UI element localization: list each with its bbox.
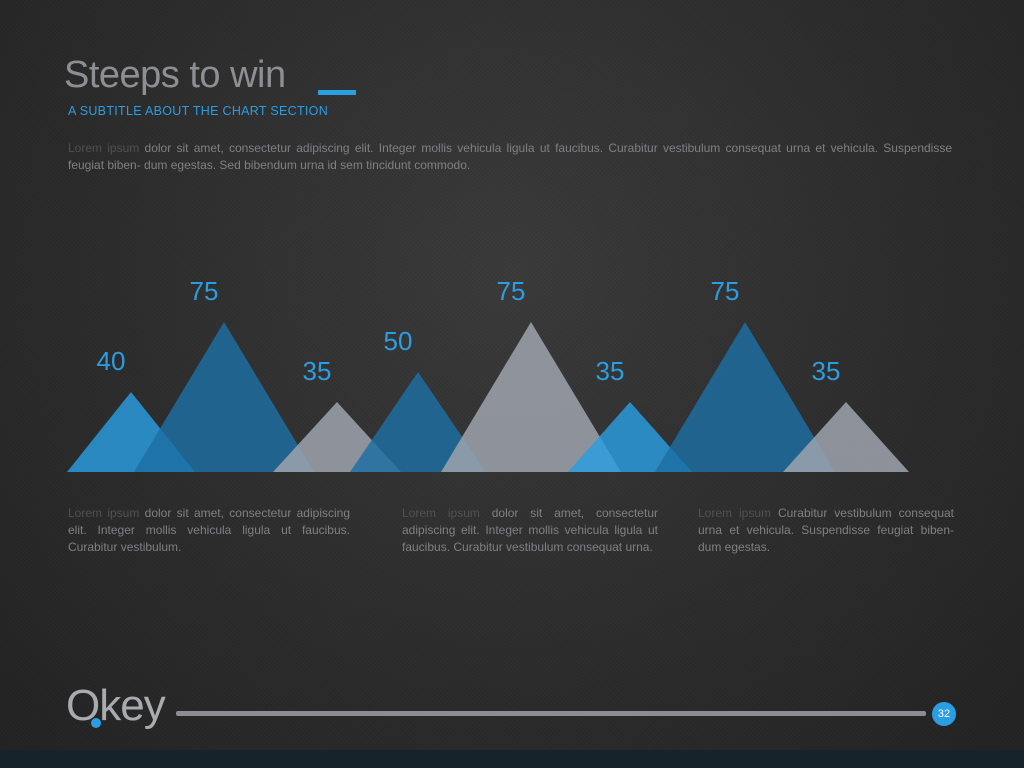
- intro-paragraph: Lorem ipsum dolor sit amet, consectetur …: [68, 140, 952, 174]
- column-text-3: Lorem ipsum Curabitur vestibulum consequ…: [698, 505, 954, 556]
- page-number-badge: 32: [932, 702, 956, 726]
- mountain-chart: 40 75 35 50 75 35 75 35: [67, 276, 909, 472]
- intro-text: dolor sit amet, consectetur adipiscing e…: [68, 141, 953, 172]
- bottom-bar: [0, 750, 1024, 768]
- peak-value-label-4: 50: [384, 326, 413, 356]
- peak-value-label-2: 75: [190, 276, 219, 306]
- mountain-peak-7: [655, 322, 835, 472]
- peak-value-label-5: 75: [497, 276, 526, 306]
- page-title: Steeps to win: [64, 54, 286, 96]
- mountain-peak-8: [783, 402, 909, 472]
- column-2-text: dolor sit amet, consectetur adipiscing e…: [402, 506, 658, 554]
- peak-value-label-8: 35: [812, 356, 841, 386]
- peak-value-label-6: 35: [596, 356, 625, 386]
- peak-value-label-1: 40: [97, 346, 126, 376]
- peak-value-label-7: 75: [711, 276, 740, 306]
- drop-dot-icon: [91, 718, 101, 728]
- column-text-2: Lorem ipsum dolor sit amet, consectetur …: [402, 505, 658, 556]
- mountain-peak-6: [568, 402, 692, 472]
- page-subtitle: A SUBTITLE ABOUT THE CHART SECTION: [68, 104, 329, 118]
- intro-highlight: Lorem ipsum: [68, 141, 140, 155]
- column-1-text: dolor sit amet, consectetur adipiscing e…: [68, 506, 351, 554]
- column-3-highlight: Lorem ipsum: [698, 506, 771, 520]
- mountain-peak-2: [134, 322, 314, 472]
- peak-value-label-3: 35: [303, 356, 332, 386]
- column-2-highlight: Lorem ipsum: [402, 506, 480, 520]
- logo: Okey: [66, 681, 166, 730]
- column-1-highlight: Lorem ipsum: [68, 506, 140, 520]
- mountain-peak-5: [441, 322, 621, 472]
- mountain-peak-4: [350, 372, 486, 472]
- column-3-text: Curabitur vestibulum consequat urna et v…: [698, 506, 954, 554]
- column-text-1: Lorem ipsum dolor sit amet, consectetur …: [68, 505, 350, 556]
- title-accent-dash: [318, 90, 356, 95]
- footer-rule: [176, 711, 926, 716]
